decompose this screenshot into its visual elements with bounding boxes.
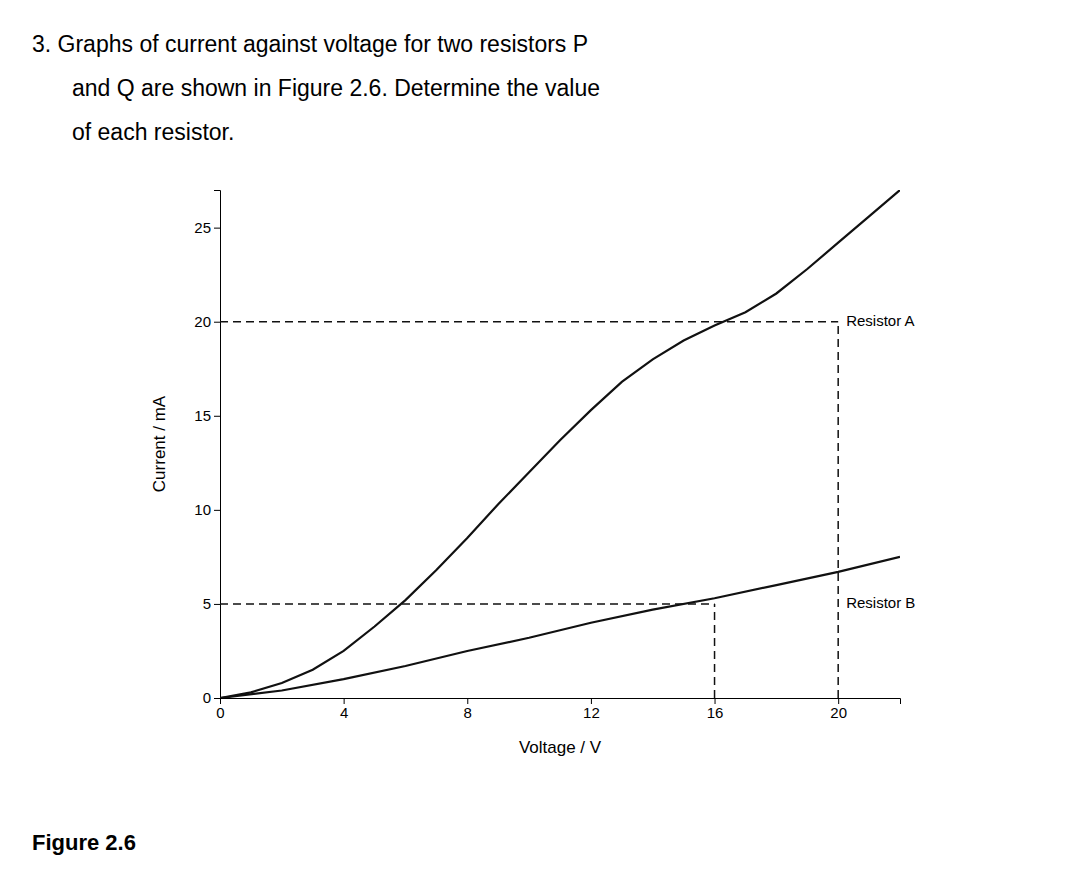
- tick: 4: [340, 698, 348, 721]
- tick-mark: [214, 416, 220, 417]
- tick-label: 8: [464, 704, 472, 721]
- tick: 20: [194, 313, 220, 330]
- tick-label: 20: [830, 704, 847, 721]
- caption: Figure 2.6: [32, 830, 136, 855]
- tick: 0: [203, 689, 220, 706]
- tick: 25: [194, 219, 220, 236]
- x-axis-title: Voltage / V: [519, 738, 602, 757]
- tick-label: 20: [194, 313, 211, 330]
- reference-line: [220, 603, 715, 605]
- tick-label: 25: [194, 219, 211, 236]
- x-axis: 0 4 8 12 16 20: [216, 698, 900, 721]
- tick-label: 10: [194, 501, 211, 518]
- tick-label: 0: [216, 704, 224, 721]
- tick-mark: [214, 228, 220, 229]
- plot: 0 4 8 12 16 20 0 5 10 15 20 25 Voltage / V Current / …: [150, 190, 915, 757]
- reference-line: [837, 322, 839, 698]
- tick-mark: [214, 510, 220, 511]
- tick: 5: [203, 595, 220, 612]
- chart: 3. Graphs of current against voltage for…: [0, 0, 1080, 878]
- title: and Q are shown in Figure 2.6. Determine…: [72, 75, 600, 101]
- reference-line: [714, 604, 716, 698]
- tick: 16: [707, 698, 724, 721]
- tick-label: 12: [583, 704, 600, 721]
- title: of each resistor.: [72, 119, 234, 145]
- y-axis-title: Current / mA: [150, 395, 169, 492]
- series-line: [220, 190, 900, 698]
- tick: 20: [830, 698, 847, 721]
- series-label: Resistor A: [846, 312, 914, 329]
- tick-label: 16: [707, 704, 724, 721]
- series-line: [220, 557, 900, 698]
- marks: [220, 190, 900, 698]
- tick-label: 0: [203, 689, 211, 706]
- axis-line: [214, 191, 221, 699]
- tick: 0: [216, 698, 224, 721]
- tick-mark: [214, 604, 220, 605]
- axis-line: [221, 699, 901, 705]
- tick: 8: [464, 698, 472, 721]
- tick-label: 5: [203, 595, 211, 612]
- tick-label: 15: [194, 407, 211, 424]
- title: 3. Graphs of current against voltage for…: [32, 31, 588, 57]
- tick-label: 4: [340, 704, 348, 721]
- tick: 15: [194, 407, 220, 424]
- reference-line: [220, 321, 838, 323]
- tick-mark: [214, 322, 220, 323]
- tick-mark: [214, 698, 220, 699]
- tick: 12: [583, 698, 600, 721]
- y-axis: 0 5 10 15 20 25: [194, 191, 220, 707]
- tick: 10: [194, 501, 220, 518]
- series-label: Resistor B: [846, 594, 915, 611]
